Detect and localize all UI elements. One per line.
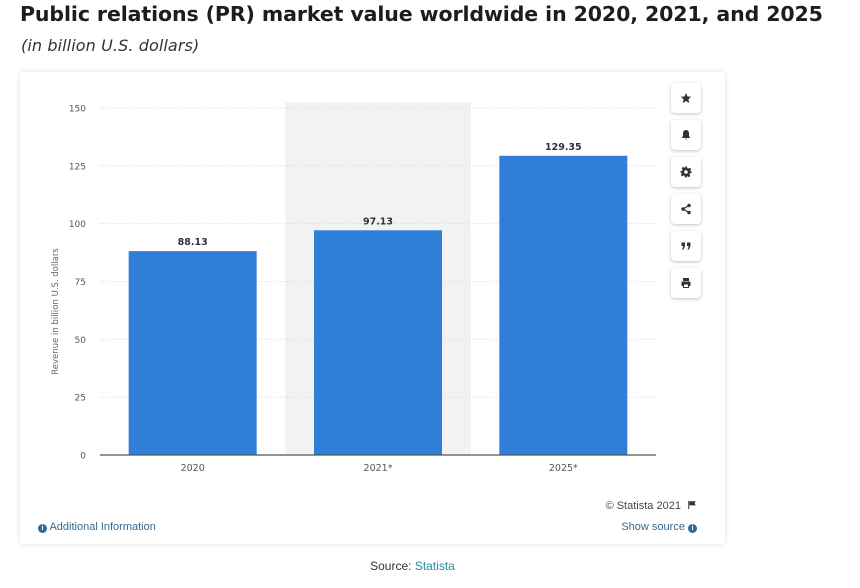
source-link[interactable]: Statista xyxy=(414,559,455,573)
settings-button[interactable] xyxy=(671,157,701,187)
y-tick-label: 75 xyxy=(75,278,86,288)
bar xyxy=(499,155,628,455)
star-icon xyxy=(680,93,692,103)
additional-information-link[interactable]: i Additional Information xyxy=(38,521,156,533)
y-tick-label: 50 xyxy=(75,336,87,346)
data-label: 97.13 xyxy=(363,216,393,227)
source-prefix: Source: xyxy=(370,559,415,573)
data-label: 88.13 xyxy=(178,237,208,248)
bar xyxy=(314,230,442,455)
source-attribution: Source: Statista xyxy=(0,559,825,573)
chart-title: Public relations (PR) market value world… xyxy=(20,2,823,26)
print-icon xyxy=(681,278,691,288)
quote-icon xyxy=(681,242,691,250)
chart-toolbar xyxy=(671,83,703,305)
x-tick-label: 2021* xyxy=(364,463,393,474)
additional-information-label: Additional Information xyxy=(49,521,156,533)
y-tick-label: 150 xyxy=(69,105,86,115)
info-icon: i xyxy=(688,524,697,533)
info-icon: i xyxy=(38,524,47,533)
copyright-label: © Statista 2021 xyxy=(606,500,697,512)
data-label: 129.35 xyxy=(545,142,582,153)
flag-icon xyxy=(688,500,696,510)
bell-icon xyxy=(682,130,690,140)
cite-button[interactable] xyxy=(671,231,701,261)
x-tick-label: 2020 xyxy=(181,463,205,474)
share-button[interactable] xyxy=(671,194,701,224)
y-tick-label: 100 xyxy=(69,220,86,230)
print-button[interactable] xyxy=(671,268,701,298)
y-tick-label: 125 xyxy=(69,162,86,172)
favorite-button[interactable] xyxy=(671,83,701,113)
copyright-text: © Statista 2021 xyxy=(605,500,681,512)
chart-card: 0 25 50 75 100 125 150 Revenue in billion U.S. … xyxy=(20,72,725,544)
show-source-link[interactable]: Show source i xyxy=(621,521,697,533)
notification-button[interactable] xyxy=(671,120,701,150)
bar xyxy=(128,251,257,455)
y-tick-label: 0 xyxy=(80,452,86,462)
y-tick-label: 25 xyxy=(75,394,86,404)
show-source-label: Show source xyxy=(621,521,685,533)
bar-chart: 0 25 50 75 100 125 150 Revenue in billion U.S. … xyxy=(51,102,656,474)
y-axis-label: Revenue in billion U.S. dollars xyxy=(51,248,61,375)
chart-subtitle: (in billion U.S. dollars) xyxy=(21,36,200,55)
share-icon xyxy=(681,203,691,215)
gear-icon xyxy=(680,166,692,178)
x-tick-label: 2025* xyxy=(549,463,578,474)
